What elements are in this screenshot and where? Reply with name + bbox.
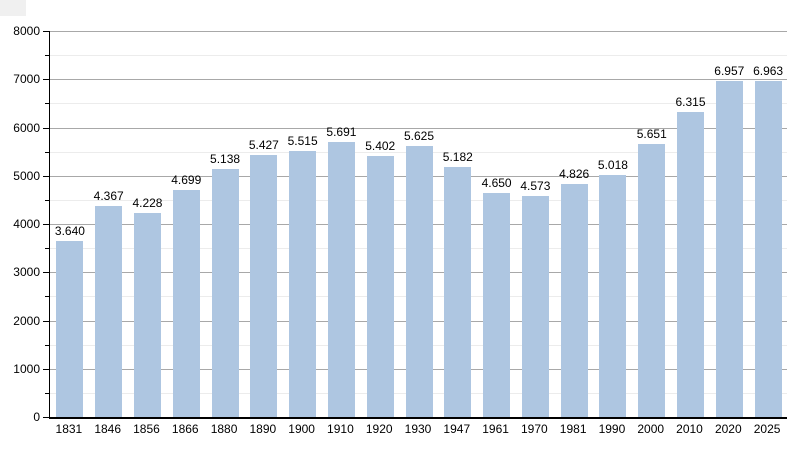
value-label-1920: 5.402 — [365, 139, 396, 154]
value-label-1856: 4.228 — [132, 196, 163, 210]
bar-1856 — [133, 213, 161, 417]
x-tick-label-1947: 1947 — [443, 422, 471, 436]
y-tick-label-7000: 7000 — [13, 72, 40, 87]
value-label-1930: 5.625 — [403, 128, 435, 143]
value-label-1961: 4.650 — [481, 175, 512, 190]
gridline-8000 — [50, 31, 787, 32]
bar-1981 — [560, 184, 588, 417]
bar-1961 — [483, 192, 511, 417]
bar-2020 — [715, 81, 743, 417]
x-tick-label-1880: 1880 — [210, 422, 238, 436]
value-label-1947: 5.182 — [442, 149, 473, 164]
bar-2010 — [677, 112, 705, 417]
y-tick-2000 — [43, 320, 49, 322]
x-tick-label-1930: 1930 — [404, 422, 432, 436]
y-tick-label-8000: 8000 — [13, 24, 40, 38]
x-tick-label-1961: 1961 — [482, 422, 509, 436]
bar-1920 — [366, 156, 394, 417]
value-label-1900: 5.515 — [287, 133, 318, 148]
y-tick-label-1000: 1000 — [13, 361, 40, 376]
x-tick-label-1981: 1981 — [559, 422, 587, 436]
value-label-1831: 3.640 — [54, 224, 85, 239]
y-tick-7500 — [45, 55, 49, 57]
x-tick-label-1970: 1970 — [521, 422, 548, 436]
x-tick-label-1831: 1831 — [55, 422, 83, 436]
x-tick-label-1910: 1910 — [327, 422, 354, 436]
x-tick-label-2010: 2010 — [676, 422, 703, 436]
corner-artifact — [0, 0, 26, 16]
value-label-1990: 5.018 — [597, 157, 628, 172]
y-tick-6000 — [43, 127, 49, 129]
y-tick-label-4000: 4000 — [13, 217, 40, 231]
bar-1947 — [444, 166, 472, 417]
bar-2025 — [754, 81, 782, 417]
value-label-1866: 4.699 — [171, 173, 202, 188]
value-label-2010: 6.315 — [675, 95, 706, 110]
bar-1900 — [289, 150, 317, 417]
y-tick-3500 — [45, 248, 49, 250]
bar-1866 — [172, 190, 200, 417]
value-label-2000: 5.651 — [636, 127, 667, 142]
x-tick-label-1990: 1990 — [598, 422, 626, 436]
x-tick-label-2025: 2025 — [753, 422, 781, 436]
y-tick-5500 — [45, 151, 49, 153]
y-tick-2500 — [45, 296, 49, 298]
bar-1880 — [211, 169, 239, 417]
gridline-7000 — [50, 79, 787, 81]
value-label-1910: 5.691 — [326, 125, 357, 140]
bar-1831 — [56, 241, 84, 417]
y-tick-4500 — [45, 199, 49, 201]
value-label-1846: 4.367 — [93, 189, 124, 204]
y-tick-8000 — [43, 31, 49, 32]
bar-1970 — [521, 196, 549, 417]
y-tick-label-2000: 2000 — [13, 313, 40, 328]
x-tick-label-1846: 1846 — [94, 422, 122, 436]
value-label-2025: 6.963 — [753, 64, 784, 79]
y-tick-6500 — [45, 103, 49, 105]
y-tick-label-3000: 3000 — [13, 265, 40, 280]
y-tick-3000 — [43, 272, 49, 274]
x-tick-label-1856: 1856 — [133, 422, 160, 436]
y-tick-label-5000: 5000 — [13, 168, 40, 183]
y-tick-1500 — [45, 344, 49, 346]
y-tick-7000 — [43, 79, 49, 81]
value-label-2020: 6.957 — [714, 64, 745, 79]
gridline-7500 — [50, 55, 787, 57]
bar-1890 — [250, 155, 278, 417]
bar-1846 — [95, 206, 123, 417]
value-label-1970: 4.573 — [520, 179, 551, 194]
y-tick-500 — [45, 392, 49, 394]
value-label-1981: 4.826 — [559, 167, 590, 182]
bar-1930 — [405, 145, 433, 417]
x-tick-label-1900: 1900 — [288, 422, 315, 436]
plot-area: 3.640 4.367 4.228 4.699 5.138 5.427 5.515 5.691… — [43, 31, 787, 419]
x-tick-label-2020: 2020 — [714, 422, 742, 436]
y-tick-5000 — [43, 175, 49, 177]
x-tick-label-1866: 1866 — [171, 422, 199, 436]
bar-2000 — [638, 144, 666, 417]
bar-1990 — [599, 174, 627, 417]
value-label-1880: 5.138 — [210, 152, 241, 167]
y-tick-0 — [43, 417, 49, 418]
value-label-1890: 5.427 — [248, 138, 279, 153]
y-tick-1000 — [43, 368, 49, 370]
x-tick-label-1920: 1920 — [365, 422, 393, 436]
y-tick-label-0: 0 — [33, 410, 40, 424]
y-tick-label-6000: 6000 — [13, 120, 40, 135]
x-tick-label-1890: 1890 — [249, 422, 277, 436]
x-tick-label-2000: 2000 — [637, 422, 665, 436]
bar-1910 — [327, 142, 355, 417]
